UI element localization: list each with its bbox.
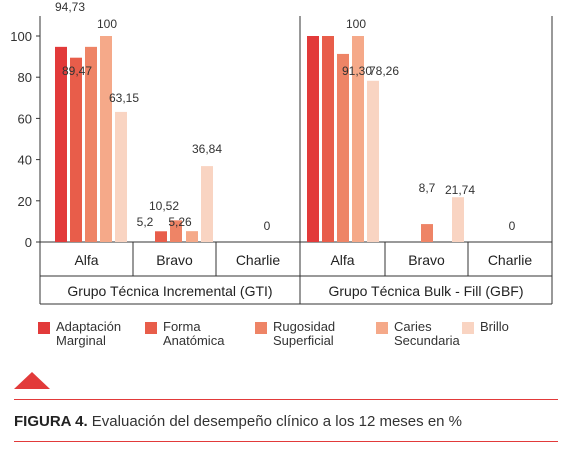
legend-item: Rugosidad Superficial: [255, 320, 335, 348]
bar-rugosidad-superficial: [421, 224, 433, 242]
legend-label-line1: Adaptación: [56, 319, 122, 334]
bar-chart: 0 20 40 60 80 100 94,73 89,47 100 63,15 5,2 10,52 5,…: [10, 0, 553, 305]
bar-adaptaci-n-marginal: [55, 46, 67, 242]
triangle-icon: [14, 372, 50, 389]
y-tick-label: 80: [18, 70, 32, 85]
figure-caption-text: Evaluación del desempeño clínico a los 1…: [87, 413, 463, 430]
bar-rugosidad-superficial: [170, 220, 182, 242]
data-label: 100: [346, 17, 366, 31]
bar-forma-anat-mica: [155, 231, 167, 242]
legend-label-line1: Caries: [394, 319, 432, 334]
legend-swatch: [38, 322, 50, 334]
data-label: 91,30: [342, 64, 372, 78]
legend-label: Adaptación Marginal: [56, 320, 121, 348]
legend-label: Brillo: [480, 320, 509, 334]
category-label: Bravo: [408, 252, 445, 268]
category-label: Bravo: [156, 252, 193, 268]
bar-rugosidad-superficial: [337, 53, 349, 243]
group-label: Grupo Técnica Incremental (GTI): [67, 283, 272, 299]
data-label: 0: [264, 219, 271, 233]
bar-brillo: [367, 80, 379, 243]
legend-swatch: [255, 322, 267, 334]
group-label: Grupo Técnica Bulk - Fill (GBF): [328, 283, 523, 299]
bar-forma-anat-mica: [322, 36, 334, 242]
data-label: 21,74: [445, 183, 475, 197]
legend-swatch: [462, 322, 474, 334]
legend-label-line2: Anatómica: [163, 333, 225, 348]
bar-adaptaci-n-marginal: [307, 36, 319, 242]
legend-label: Rugosidad Superficial: [273, 320, 335, 348]
legend-item: Forma Anatómica: [145, 320, 224, 348]
legend-label: Forma Anatómica: [163, 320, 224, 348]
data-label: 8,7: [419, 181, 436, 195]
y-tick-label: 60: [18, 111, 32, 126]
legend-label: Caries Secundaria: [394, 320, 460, 348]
legend-label-line1: Forma: [163, 319, 201, 334]
bar-rugosidad-superficial: [85, 46, 97, 242]
y-tick-label: 100: [10, 29, 32, 44]
data-label: 78,26: [369, 64, 399, 78]
data-label: 94,73: [55, 0, 85, 14]
figure-caption: FIGURA 4. Evaluación del desempeño clíni…: [14, 413, 558, 430]
bar-caries-secundaria: [100, 36, 112, 242]
bar-brillo: [452, 197, 464, 242]
legend-item: Caries Secundaria: [376, 320, 460, 348]
figure-caption-number: FIGURA 4.: [14, 413, 88, 430]
y-tick-label: 20: [18, 194, 32, 209]
data-label: 89,47: [62, 64, 92, 78]
legend-swatch: [145, 322, 157, 334]
caption-bottom-rule: [14, 441, 558, 442]
chart-legend: Adaptación Marginal Forma Anatómica Rugosida…: [38, 320, 558, 356]
caption-top-rule: [14, 399, 558, 400]
data-label: 10,52: [149, 199, 179, 213]
bar-brillo: [201, 166, 213, 242]
data-label: 63,15: [109, 91, 139, 105]
legend-label-line1: Brillo: [480, 319, 509, 334]
legend-item: Adaptación Marginal: [38, 320, 121, 348]
category-label: Charlie: [488, 252, 533, 268]
legend-item: Brillo: [462, 320, 509, 334]
legend-label-line1: Rugosidad: [273, 319, 336, 334]
bar-brillo: [115, 111, 127, 242]
legend-swatch: [376, 322, 388, 334]
category-label: Alfa: [74, 252, 98, 268]
category-label: Charlie: [236, 252, 281, 268]
bar-caries-secundaria: [352, 36, 364, 242]
y-tick-label: 0: [25, 235, 32, 250]
y-tick-label: 40: [18, 153, 32, 168]
data-label: 100: [97, 17, 117, 31]
legend-label-line2: Superficial: [273, 333, 334, 348]
category-label: Alfa: [330, 252, 354, 268]
data-label: 0: [509, 219, 516, 233]
legend-label-line2: Marginal: [56, 333, 106, 348]
data-label: 5,2: [137, 215, 154, 229]
data-label: 5,26: [168, 215, 192, 229]
data-label: 36,84: [192, 142, 222, 156]
legend-label-line2: Secundaria: [394, 333, 460, 348]
bar-forma-anat-mica: [70, 57, 82, 242]
bar-caries-secundaria: [186, 231, 198, 242]
